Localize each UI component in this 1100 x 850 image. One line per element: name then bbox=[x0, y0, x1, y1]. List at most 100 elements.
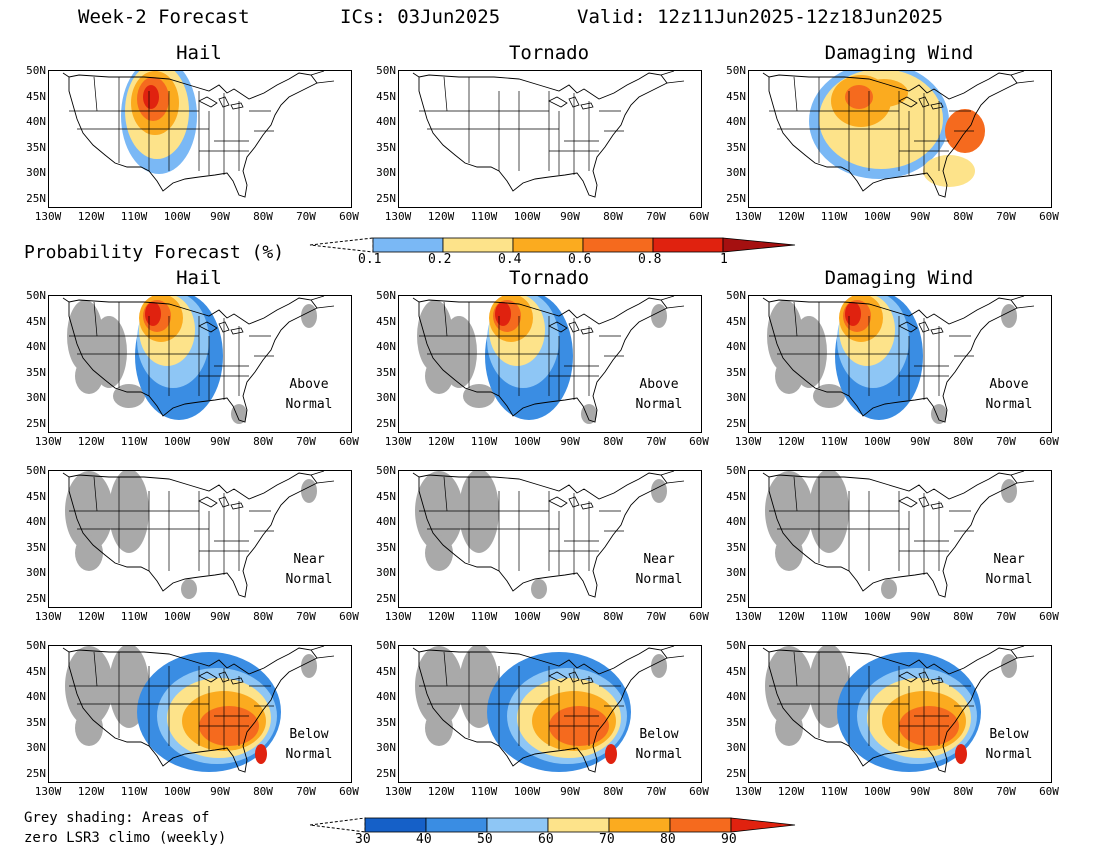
lon-label: 120W bbox=[427, 785, 455, 798]
prob-tick-2: 0.4 bbox=[498, 252, 522, 267]
lon-label: 60W bbox=[339, 435, 359, 448]
lat-label: 50N bbox=[726, 464, 746, 477]
normal-category-label: Near Normal bbox=[974, 550, 1044, 590]
lat-label: 40N bbox=[26, 515, 46, 528]
lon-label: 90W bbox=[560, 785, 580, 798]
lon-label: 100W bbox=[513, 610, 541, 623]
map-above-normal-hail bbox=[48, 295, 352, 433]
map-above-normal-tornado bbox=[398, 295, 702, 433]
pct-tick-1: 40 bbox=[416, 832, 432, 847]
pct-tick-6: 90 bbox=[721, 832, 737, 847]
lon-label: 80W bbox=[253, 610, 273, 623]
lon-label: 100W bbox=[513, 785, 541, 798]
category-normal-word: Normal bbox=[285, 747, 333, 762]
pct-tick-2: 50 bbox=[477, 832, 493, 847]
lat-label: 25N bbox=[726, 416, 746, 430]
map-canvas bbox=[762, 646, 1035, 773]
lon-label: 70W bbox=[296, 210, 316, 223]
lat-label: 25N bbox=[376, 191, 396, 205]
lon-label: 90W bbox=[910, 210, 930, 223]
lon-label: 90W bbox=[560, 435, 580, 448]
normal-category-label: Near Normal bbox=[624, 550, 694, 590]
lat-label: 30N bbox=[726, 166, 746, 179]
lat-label: 35N bbox=[26, 365, 46, 379]
lat-label: 40N bbox=[726, 115, 746, 128]
map-below-normal-hail bbox=[48, 645, 352, 783]
lon-label: 130W bbox=[734, 210, 762, 223]
lon-label: 110W bbox=[120, 435, 148, 448]
lon-label: 110W bbox=[820, 785, 848, 798]
lat-label: 25N bbox=[376, 591, 396, 605]
lon-label: 100W bbox=[863, 435, 891, 448]
lon-label: 80W bbox=[953, 210, 973, 223]
category-normal-word: Normal bbox=[985, 572, 1033, 587]
pct-tick-3: 60 bbox=[538, 832, 554, 847]
lat-label: 30N bbox=[376, 166, 396, 179]
lat-label: 35N bbox=[376, 140, 396, 154]
lat-label: 45N bbox=[26, 664, 46, 678]
lon-label: 130W bbox=[34, 785, 62, 798]
bottom-title-wind: Damaging Wind bbox=[824, 267, 974, 289]
lon-label: 110W bbox=[820, 210, 848, 223]
lat-label: 45N bbox=[726, 664, 746, 678]
lon-label: 110W bbox=[470, 785, 498, 798]
category-normal-word: Normal bbox=[285, 572, 333, 587]
lon-label: 110W bbox=[820, 435, 848, 448]
lat-label: 30N bbox=[726, 391, 746, 404]
lat-label: 35N bbox=[376, 715, 396, 729]
map-canvas bbox=[62, 646, 335, 773]
prob-tick-4: 0.8 bbox=[638, 252, 662, 267]
lat-label: 50N bbox=[376, 639, 396, 652]
lon-label: 70W bbox=[296, 610, 316, 623]
map-near-normal-tornado bbox=[398, 470, 702, 608]
lat-label: 40N bbox=[376, 690, 396, 703]
lon-label: 90W bbox=[560, 210, 580, 223]
lat-label: 25N bbox=[726, 591, 746, 605]
lat-label: 35N bbox=[26, 540, 46, 554]
lat-label: 25N bbox=[26, 766, 46, 780]
lat-label: 30N bbox=[376, 741, 396, 754]
lon-label: 90W bbox=[910, 610, 930, 623]
normal-category-label: Below Normal bbox=[274, 725, 344, 765]
lon-label: 80W bbox=[253, 210, 273, 223]
lon-label: 130W bbox=[384, 435, 412, 448]
lat-label: 45N bbox=[726, 489, 746, 503]
map-canvas bbox=[62, 71, 335, 198]
lon-label: 120W bbox=[427, 610, 455, 623]
lat-label: 35N bbox=[26, 715, 46, 729]
pct-tick-5: 80 bbox=[660, 832, 676, 847]
lat-label: 30N bbox=[376, 391, 396, 404]
lon-label: 120W bbox=[77, 610, 105, 623]
lon-label: 100W bbox=[863, 785, 891, 798]
pct-tick-0: 30 bbox=[355, 832, 371, 847]
map-near-normal-wind bbox=[748, 470, 1052, 608]
lon-label: 70W bbox=[996, 210, 1016, 223]
lon-label: 120W bbox=[427, 210, 455, 223]
lon-label: 60W bbox=[689, 610, 709, 623]
lon-label: 90W bbox=[560, 610, 580, 623]
lat-label: 40N bbox=[376, 340, 396, 353]
map-canvas bbox=[412, 646, 685, 773]
lat-label: 25N bbox=[26, 416, 46, 430]
map-canvas bbox=[762, 471, 1035, 599]
lat-label: 35N bbox=[726, 140, 746, 154]
lat-label: 25N bbox=[376, 416, 396, 430]
lon-label: 130W bbox=[734, 610, 762, 623]
lon-label: 130W bbox=[734, 435, 762, 448]
lon-label: 110W bbox=[120, 785, 148, 798]
lon-label: 60W bbox=[1039, 785, 1059, 798]
header-title: Week-2 Forecast bbox=[78, 6, 250, 28]
lon-label: 120W bbox=[777, 435, 805, 448]
grey-shading-note: Grey shading: Areas of zero LSR3 climo (… bbox=[24, 810, 227, 846]
category-normal-word: Normal bbox=[285, 397, 333, 412]
normal-category-label: Below Normal bbox=[624, 725, 694, 765]
map-canvas bbox=[762, 71, 1035, 198]
lon-label: 130W bbox=[384, 210, 412, 223]
lon-label: 70W bbox=[296, 435, 316, 448]
lon-label: 60W bbox=[1039, 610, 1059, 623]
lon-label: 100W bbox=[163, 210, 191, 223]
lon-label: 60W bbox=[339, 210, 359, 223]
lon-label: 90W bbox=[210, 610, 230, 623]
lat-label: 40N bbox=[26, 115, 46, 128]
lat-label: 50N bbox=[376, 464, 396, 477]
